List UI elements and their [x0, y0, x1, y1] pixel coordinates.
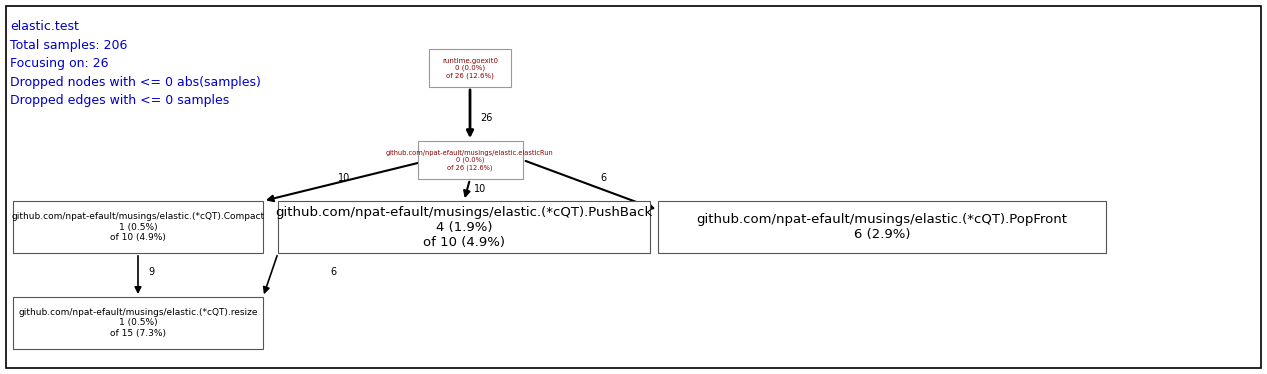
Bar: [418, 141, 522, 179]
Text: elastic.test
Total samples: 206
Focusing on: 26
Dropped nodes with <= 0 abs(samp: elastic.test Total samples: 206 Focusing…: [10, 20, 261, 107]
Bar: [430, 49, 511, 87]
Text: github.com/npat-efault/musings/elastic.(*cQT).PushBack
4 (1.9%)
of 10 (4.9%): github.com/npat-efault/musings/elastic.(…: [275, 205, 653, 248]
Bar: [658, 201, 1106, 253]
Text: 26: 26: [480, 113, 493, 123]
Bar: [13, 297, 264, 349]
Text: github.com/npat-efault/musings/elastic.(*cQT).PopFront
6 (2.9%): github.com/npat-efault/musings/elastic.(…: [697, 213, 1068, 241]
Text: 9: 9: [148, 267, 155, 277]
Text: github.com/npat-efault/musings/elastic.(*cQT).Compact
1 (0.5%)
of 10 (4.9%): github.com/npat-efault/musings/elastic.(…: [11, 212, 265, 242]
Text: 10: 10: [338, 173, 350, 183]
Text: runtime.goexit0
0 (0.0%)
of 26 (12.6%): runtime.goexit0 0 (0.0%) of 26 (12.6%): [442, 58, 498, 79]
Text: 10: 10: [474, 184, 487, 194]
Text: github.com/npat-efault/musings/elastic.(*cQT).resize
1 (0.5%)
of 15 (7.3%): github.com/npat-efault/musings/elastic.(…: [18, 308, 257, 338]
Text: github.com/npat-efault/musings/elastic.elasticRun
0 (0.0%)
of 26 (12.6%): github.com/npat-efault/musings/elastic.e…: [386, 150, 554, 171]
Text: 6: 6: [329, 267, 336, 277]
Bar: [13, 201, 264, 253]
Bar: [277, 201, 650, 253]
Text: 6: 6: [601, 173, 606, 183]
